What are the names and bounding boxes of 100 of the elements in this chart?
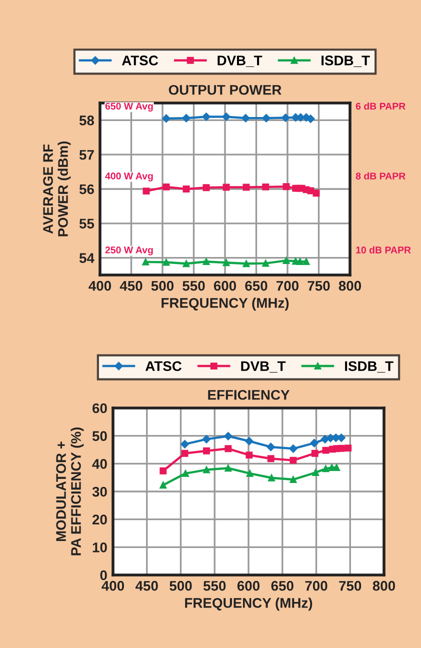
- text: 10 dB PAPR: [356, 246, 411, 254]
- x-tick-label: 700: [276, 280, 299, 291]
- text: 8 dB PAPR: [356, 172, 406, 180]
- point: [322, 446, 330, 454]
- legend-label: ATSC: [145, 361, 182, 372]
- annotation: 400 W Avg: [105, 172, 153, 182]
- point: [224, 432, 232, 440]
- point: [202, 258, 210, 266]
- y-tick-label: 0: [100, 570, 107, 580]
- point: [182, 114, 190, 122]
- point: [162, 114, 170, 123]
- x-tick-label: 400: [88, 280, 112, 291]
- y-tick-label: 57: [79, 150, 94, 160]
- point: [202, 112, 210, 121]
- point: [320, 435, 330, 444]
- point: [180, 440, 189, 448]
- point: [338, 444, 345, 452]
- x-axis-title: FREQUENCY (MHz): [185, 598, 312, 611]
- point: [311, 450, 318, 457]
- text: 6 dB PAPR: [356, 102, 406, 110]
- point: [281, 114, 290, 122]
- x-axis-title: FREQUENCY (MHz): [162, 298, 289, 311]
- point: [307, 187, 314, 194]
- y-tick-label: 50: [92, 431, 107, 442]
- point: [245, 436, 254, 446]
- point: [224, 464, 232, 472]
- point: [202, 435, 211, 444]
- point: [241, 114, 250, 122]
- point: [267, 455, 274, 462]
- x-tick-label: 600: [237, 580, 260, 591]
- legend-label: DVB_T: [218, 56, 262, 67]
- x-tick-label: 600: [214, 280, 236, 291]
- chart-title: EFFICIENCY: [208, 390, 290, 400]
- x-tick-label: 450: [136, 580, 158, 591]
- x-tick-label: 650: [245, 280, 268, 291]
- x-tick-label: 550: [182, 280, 205, 291]
- point: [312, 469, 320, 476]
- point: [203, 447, 210, 454]
- annotation: 650 W Avg: [105, 102, 153, 112]
- y-tick-label: 10: [92, 542, 107, 552]
- point: [162, 183, 170, 190]
- y-tick-label: 56: [79, 184, 94, 194]
- point: [242, 260, 250, 268]
- y-tick-label: 40: [92, 459, 107, 469]
- x-tick-label: 800: [338, 280, 362, 291]
- y-axis-title: AVERAGE RF POWER (dBm): [43, 141, 71, 236]
- point: [203, 466, 210, 474]
- point: [262, 114, 270, 122]
- x-tick-label: 700: [305, 580, 328, 591]
- point: [290, 456, 297, 464]
- point: [160, 482, 167, 489]
- x-tick-label: 500: [151, 280, 174, 291]
- point: [282, 257, 290, 264]
- x-tick-label: 500: [170, 580, 192, 591]
- point: [262, 183, 270, 190]
- legend-label: DVB_T: [241, 361, 286, 373]
- point: [162, 258, 170, 266]
- annotation: 250 W Avg: [105, 246, 153, 256]
- point: [222, 184, 230, 191]
- point: [246, 452, 253, 459]
- x-tick-label: 750: [308, 280, 330, 291]
- point: [322, 465, 330, 472]
- y-tick-label: 58: [79, 116, 94, 126]
- point: [181, 450, 188, 457]
- y-tick-label: 60: [92, 403, 107, 414]
- chart-title: OUTPUT POWER: [168, 84, 282, 95]
- point: [182, 260, 190, 268]
- point: [182, 186, 190, 192]
- point: [142, 258, 150, 266]
- point: [266, 442, 275, 452]
- x-tick-label: 650: [271, 580, 294, 591]
- point: [246, 470, 254, 477]
- point: [268, 474, 276, 482]
- point: [289, 444, 298, 453]
- point: [202, 184, 210, 192]
- y-tick-label: 55: [79, 218, 94, 229]
- point: [290, 476, 297, 484]
- point: [160, 467, 167, 474]
- x-tick-label: 800: [372, 580, 396, 591]
- legend-label: ATSC: [122, 56, 158, 66]
- point: [222, 259, 230, 266]
- point: [142, 188, 150, 195]
- point: [310, 438, 318, 448]
- y-tick-label: 20: [92, 514, 107, 525]
- x-tick-label: 450: [120, 280, 142, 291]
- point: [282, 183, 290, 190]
- point: [242, 184, 250, 191]
- point: [222, 112, 230, 121]
- y-axis-title: MODULATOR + PA EFFICIENCY (%): [56, 427, 84, 556]
- x-tick-label: 400: [102, 580, 124, 591]
- point: [182, 470, 189, 477]
- legend-label: ISDB_T: [345, 361, 394, 373]
- point: [296, 258, 304, 266]
- legend-label: ISDB_T: [322, 56, 370, 67]
- point: [262, 260, 270, 267]
- point: [224, 445, 232, 452]
- point: [302, 258, 310, 266]
- y-tick-label: 30: [92, 486, 107, 497]
- point: [344, 444, 352, 452]
- y-tick-label: 54: [79, 253, 94, 263]
